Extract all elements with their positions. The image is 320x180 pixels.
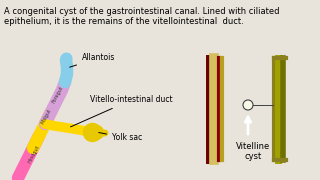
Text: Yolk sac: Yolk sac xyxy=(99,132,142,143)
Circle shape xyxy=(243,100,253,110)
Text: Hindgut: Hindgut xyxy=(27,144,41,164)
Text: Vitelline
cyst: Vitelline cyst xyxy=(236,142,270,161)
Text: Vitello-intestinal duct: Vitello-intestinal duct xyxy=(70,96,172,127)
Text: Foregut: Foregut xyxy=(52,84,65,104)
Text: A congenital cyst of the gastrointestinal canal. Lined with ciliated: A congenital cyst of the gastrointestina… xyxy=(4,7,279,16)
Text: Midgut: Midgut xyxy=(40,107,52,125)
Text: epithelium, it is the remains of the vitellointestinal  duct.: epithelium, it is the remains of the vit… xyxy=(4,17,244,26)
Text: Allantois: Allantois xyxy=(70,53,116,67)
